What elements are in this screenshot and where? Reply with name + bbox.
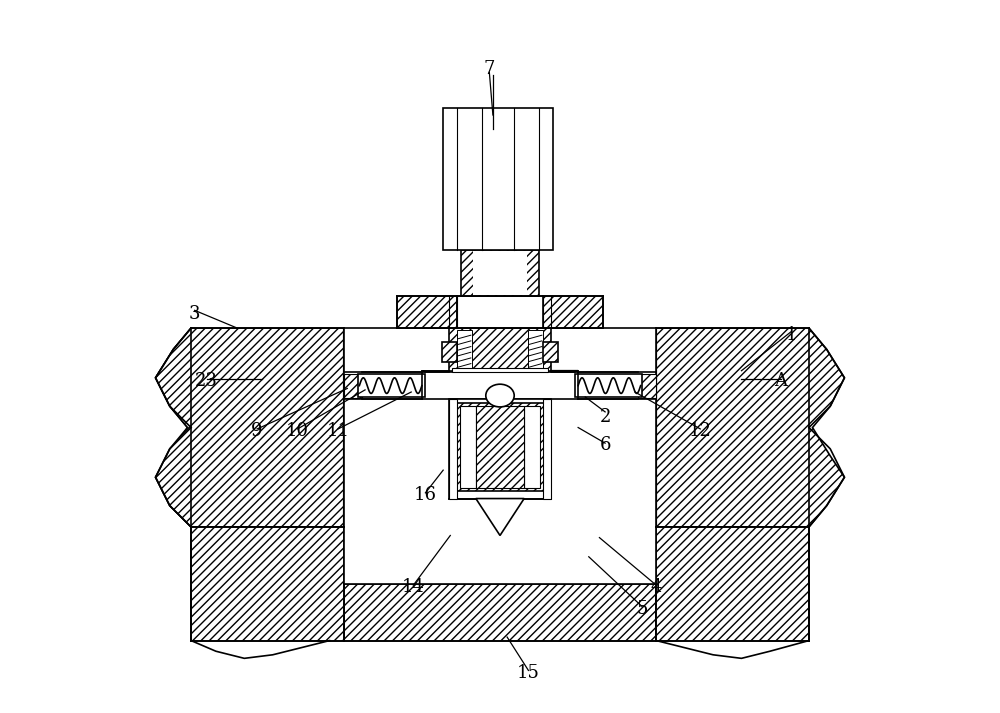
Bar: [449, 399, 457, 498]
Bar: [460, 406, 476, 488]
Bar: [443, 108, 553, 250]
Text: 12: 12: [689, 422, 712, 440]
Text: 1: 1: [785, 326, 797, 344]
Bar: [524, 406, 540, 488]
Text: 11: 11: [327, 422, 350, 440]
Bar: [476, 406, 524, 488]
Bar: [344, 374, 362, 398]
Bar: [457, 296, 543, 328]
Bar: [344, 328, 656, 584]
Bar: [543, 296, 603, 328]
Text: 10: 10: [286, 422, 309, 440]
Text: 23: 23: [195, 372, 218, 390]
Bar: [449, 328, 551, 371]
Bar: [358, 374, 425, 397]
Text: 15: 15: [517, 664, 540, 682]
Bar: [528, 329, 543, 369]
Polygon shape: [422, 371, 449, 372]
Bar: [575, 374, 642, 397]
Text: 5: 5: [636, 600, 648, 617]
Polygon shape: [156, 328, 344, 527]
Text: 3: 3: [189, 305, 200, 323]
Ellipse shape: [486, 384, 514, 407]
Text: 7: 7: [484, 60, 495, 78]
Text: 14: 14: [402, 578, 425, 596]
Text: 9: 9: [251, 422, 263, 440]
Polygon shape: [656, 328, 844, 527]
Text: A: A: [774, 372, 787, 390]
Bar: [473, 252, 527, 294]
Text: 6: 6: [599, 436, 611, 454]
Polygon shape: [551, 371, 578, 372]
Bar: [656, 527, 809, 640]
Bar: [442, 342, 457, 362]
Bar: [452, 368, 548, 372]
Text: 2: 2: [599, 408, 611, 426]
Bar: [397, 296, 457, 328]
Bar: [461, 250, 539, 296]
Bar: [344, 372, 656, 399]
Bar: [457, 329, 472, 369]
Bar: [543, 399, 551, 498]
Bar: [543, 342, 558, 362]
Bar: [456, 403, 544, 491]
Bar: [344, 584, 656, 640]
Bar: [638, 374, 656, 398]
Bar: [191, 527, 344, 640]
Bar: [449, 399, 551, 498]
Text: 4: 4: [651, 578, 662, 596]
Polygon shape: [156, 328, 191, 527]
Polygon shape: [476, 498, 524, 535]
Text: 16: 16: [414, 486, 437, 504]
